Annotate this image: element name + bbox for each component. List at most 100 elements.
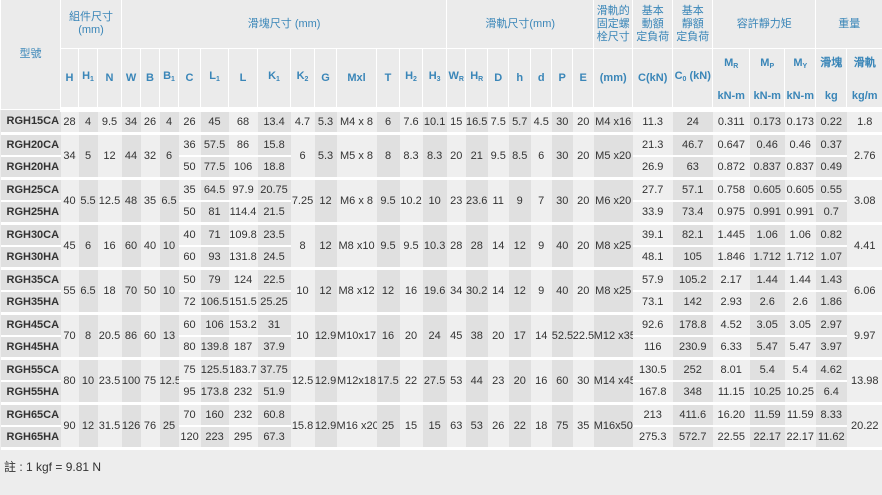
header-symbol-l1: L1 (200, 48, 230, 112)
cell-h2: 15 (399, 403, 423, 450)
symbol-base: C (185, 71, 194, 84)
cell-kgm: 3.08 (846, 178, 882, 225)
symbol-base: K (268, 70, 277, 82)
cell-p: 60 (551, 358, 573, 405)
cell-k2: 10 (290, 313, 315, 360)
cell-h1: 5.5 (78, 178, 98, 225)
cell-c: 120 (178, 426, 201, 450)
symbol-base: L (209, 70, 216, 82)
cell-h2: 9.5 (399, 223, 423, 270)
cell-h: 28 (60, 109, 79, 135)
cell-l: 106 (228, 156, 258, 180)
cell-mr: 0.311 (712, 109, 750, 135)
cell-l1: 125.5 (200, 358, 229, 382)
table-row: RGH25CA 40 5.5 12.5 48 35 6.5 35 64.5 97.9 20.75 7.… (0, 178, 882, 225)
cell-mxl: M8 x12 (336, 268, 377, 315)
cell-l: 183.7 (228, 358, 258, 382)
cell-h: 20 (508, 358, 531, 405)
model-cell: RGH20HA (0, 156, 61, 180)
cell-d: 20 (487, 313, 509, 360)
cell-p: 40 (551, 223, 573, 270)
cell-l: 295 (228, 426, 258, 450)
header-symbol-h: H (60, 48, 79, 112)
cell-c: 95 (178, 381, 201, 405)
cell-c: 50 (178, 156, 201, 180)
cell-b: 75 (140, 358, 160, 405)
cell-my: 5.47 (784, 336, 816, 360)
cell-ckn: 57.9 (632, 268, 673, 292)
cell-kgm: 20.22 (846, 403, 882, 450)
cell-c: 36 (178, 133, 201, 157)
cell-wr: 34 (446, 268, 466, 315)
cell-l1: 173.8 (200, 381, 229, 405)
cell-wr: 63 (446, 403, 466, 450)
header-symbol-k2: K2 (290, 48, 316, 112)
cell-l: 86 (228, 133, 258, 157)
cell-h1: 4 (78, 109, 98, 135)
cell-mr: 6.33 (712, 336, 750, 360)
cell-k1: 60.8 (257, 403, 291, 427)
linear-guide-spec-table: 型號 組件尺寸 (mm) 滑塊尺寸 (mm) 滑軌尺寸(mm) 滑軌的 固定螺 栓尺… (0, 0, 882, 450)
cell-kgm: 6.06 (846, 268, 882, 315)
cell-my: 1.44 (784, 268, 816, 292)
cell-l1: 223 (200, 426, 229, 450)
cell-l: 68 (228, 109, 258, 135)
cell-e: 30 (572, 358, 594, 405)
symbol-base: H (82, 70, 91, 82)
cell-mr: 0.975 (712, 201, 750, 225)
cell-mp: 0.991 (749, 201, 785, 225)
table-row: RGH55CA801023.51007512.575125.5183.737.7… (0, 358, 882, 405)
cell-ckn: 33.9 (632, 201, 673, 225)
cell-l1: 106.5 (200, 291, 229, 315)
moment-cell: MR kN-m (714, 49, 749, 105)
symbol-base: B (146, 71, 154, 84)
symbol-base: W (448, 70, 459, 82)
cell-mr: 2.17 (712, 268, 750, 292)
cell-bolt: M6 x20 (593, 178, 633, 225)
header-moment-r: MR kN-m (712, 48, 751, 112)
cell-hr: 44 (465, 358, 488, 405)
cell-c0: 105 (672, 246, 713, 270)
header-rail-dimensions: 滑軌尺寸(mm) (446, 0, 595, 49)
cell-h1: 6 (78, 223, 98, 270)
cell-k1: 22.5 (257, 268, 291, 292)
cell-hr: 23.6 (465, 178, 488, 225)
cell-kgm: 13.98 (846, 358, 882, 405)
cell-b: 50 (140, 268, 160, 315)
cell-c0: 142 (672, 291, 713, 315)
cell-c: 50 (178, 268, 201, 292)
symbol-base: G (321, 71, 330, 84)
symbol-subscript: 2 (304, 76, 309, 83)
cell-c0: 411.6 (672, 403, 713, 427)
cell-h2: 7.6 (399, 109, 423, 135)
cell-wr: 53 (446, 358, 466, 405)
cell-n: 12.5 (97, 178, 122, 225)
cell-c: 80 (178, 336, 201, 360)
symbol-subscript: P (769, 63, 775, 70)
cell-c0: 46.7 (672, 133, 713, 157)
header-symbol-h: h (508, 48, 532, 112)
weight-label: 滑塊 (820, 57, 843, 69)
model-cell: RGH30CA (0, 223, 61, 247)
cell-my: 1.712 (784, 246, 816, 270)
cell-kg: 0.7 (815, 201, 847, 225)
cell-h: 12 (508, 268, 531, 315)
cell-c: 40 (178, 223, 201, 247)
cell-kg: 0.37 (815, 133, 847, 157)
cell-k2: 12.5 (290, 358, 315, 405)
cell-kg: 0.55 (815, 178, 847, 202)
cell-kgm: 9.97 (846, 313, 882, 360)
cell-h: 90 (60, 403, 79, 450)
cell-wr: 15 (446, 109, 466, 135)
cell-c0: 57.1 (672, 178, 713, 202)
model-cell: RGH45HA (0, 336, 61, 360)
weight-label: 滑軌 (853, 57, 876, 69)
cell-kg: 2.97 (815, 313, 847, 337)
cell-mp: 22.17 (749, 426, 785, 450)
cell-l: 124 (228, 268, 258, 292)
cell-e: 20 (572, 109, 594, 135)
cell-e: 22.5 (572, 313, 594, 360)
cell-mr: 16.20 (712, 403, 750, 427)
cell-l1: 57.5 (200, 133, 229, 157)
cell-l: 114.4 (228, 201, 258, 225)
